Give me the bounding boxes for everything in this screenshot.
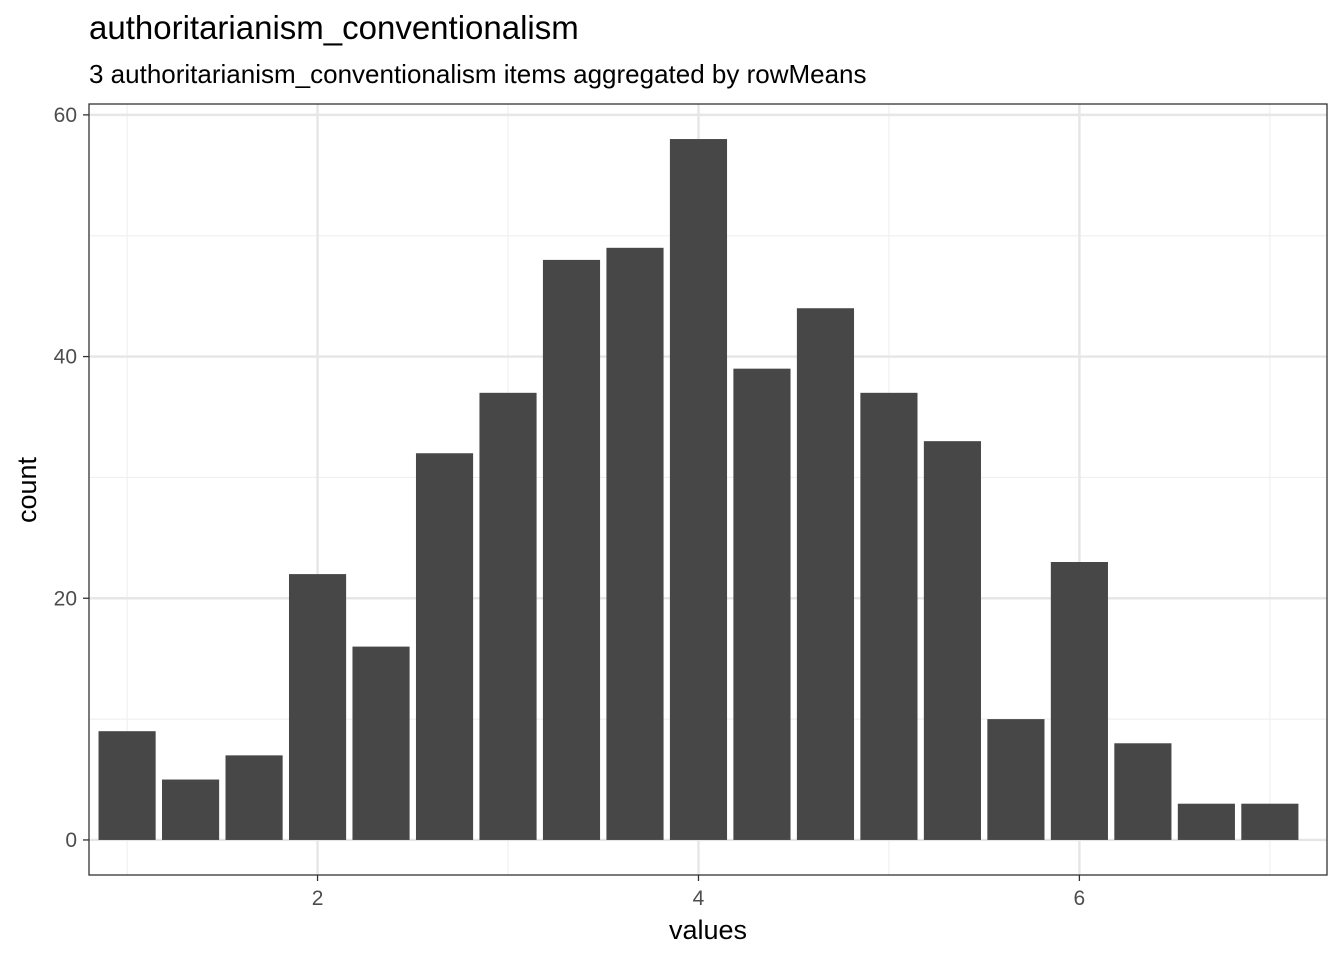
histogram-bar-10 (669, 139, 728, 840)
histogram-bar-12 (796, 308, 855, 840)
y-tick-label: 60 (54, 104, 77, 127)
y-tick-label: 0 (65, 829, 77, 852)
histogram-bar-2 (162, 779, 220, 840)
histogram-bar-1 (98, 731, 156, 840)
chart-title: authoritarianism_conventionalism (89, 9, 579, 46)
x-tick-label: 6 (1074, 887, 1086, 910)
histogram-bar-9 (606, 247, 664, 840)
histogram-bar-11 (733, 368, 791, 840)
x-tick-label: 2 (312, 887, 324, 910)
x-axis-title: values (669, 915, 747, 945)
histogram-bar-13 (860, 392, 918, 840)
x-tick-label: 4 (693, 887, 705, 910)
histogram-bar-4 (288, 574, 347, 840)
histogram-bar-7 (479, 392, 537, 840)
histogram-bar-17 (1114, 743, 1172, 840)
y-tick-label: 40 (54, 346, 77, 369)
plot-panel-border (88, 103, 1328, 876)
histogram-bar-16 (1050, 562, 1108, 840)
y-axis-title: count (12, 456, 42, 523)
histogram-bar-8 (542, 259, 601, 840)
histogram-bar-5 (352, 646, 410, 840)
histogram-bar-15 (987, 719, 1045, 840)
y-tick-label: 20 (54, 587, 77, 610)
histogram-bar-18 (1177, 803, 1235, 840)
histogram-bar-19 (1241, 803, 1299, 840)
bars (98, 139, 1299, 840)
histogram-bar-3 (225, 755, 283, 840)
chart-subtitle: 3 authoritarianism_conventionalism items… (89, 59, 867, 89)
histogram-bar-14 (923, 441, 981, 840)
histogram-bar-6 (415, 453, 474, 840)
